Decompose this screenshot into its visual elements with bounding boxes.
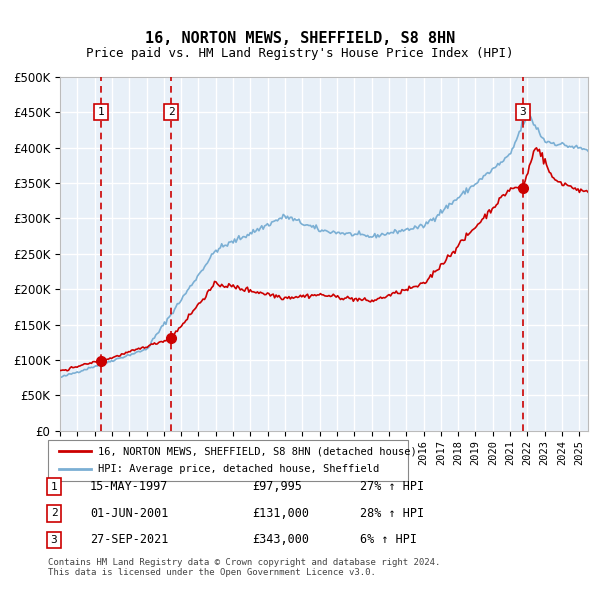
Text: 3: 3	[520, 107, 526, 117]
Text: 2: 2	[168, 107, 175, 117]
Text: 28% ↑ HPI: 28% ↑ HPI	[360, 507, 424, 520]
Text: £97,995: £97,995	[252, 480, 302, 493]
Text: Contains HM Land Registry data © Crown copyright and database right 2024.
This d: Contains HM Land Registry data © Crown c…	[48, 558, 440, 577]
Text: 27% ↑ HPI: 27% ↑ HPI	[360, 480, 424, 493]
Text: Price paid vs. HM Land Registry's House Price Index (HPI): Price paid vs. HM Land Registry's House …	[86, 47, 514, 60]
Text: 16, NORTON MEWS, SHEFFIELD, S8 8HN: 16, NORTON MEWS, SHEFFIELD, S8 8HN	[145, 31, 455, 46]
Text: 1: 1	[98, 107, 104, 117]
Text: 16, NORTON MEWS, SHEFFIELD, S8 8HN (detached house): 16, NORTON MEWS, SHEFFIELD, S8 8HN (deta…	[98, 446, 417, 456]
Text: 1: 1	[50, 482, 58, 491]
FancyBboxPatch shape	[48, 440, 408, 481]
Text: 15-MAY-1997: 15-MAY-1997	[90, 480, 169, 493]
Text: 01-JUN-2001: 01-JUN-2001	[90, 507, 169, 520]
Text: 3: 3	[50, 535, 58, 545]
Text: 2: 2	[50, 509, 58, 518]
Text: HPI: Average price, detached house, Sheffield: HPI: Average price, detached house, Shef…	[98, 464, 380, 474]
Text: 27-SEP-2021: 27-SEP-2021	[90, 533, 169, 546]
Text: £343,000: £343,000	[252, 533, 309, 546]
Text: £131,000: £131,000	[252, 507, 309, 520]
Text: 6% ↑ HPI: 6% ↑ HPI	[360, 533, 417, 546]
